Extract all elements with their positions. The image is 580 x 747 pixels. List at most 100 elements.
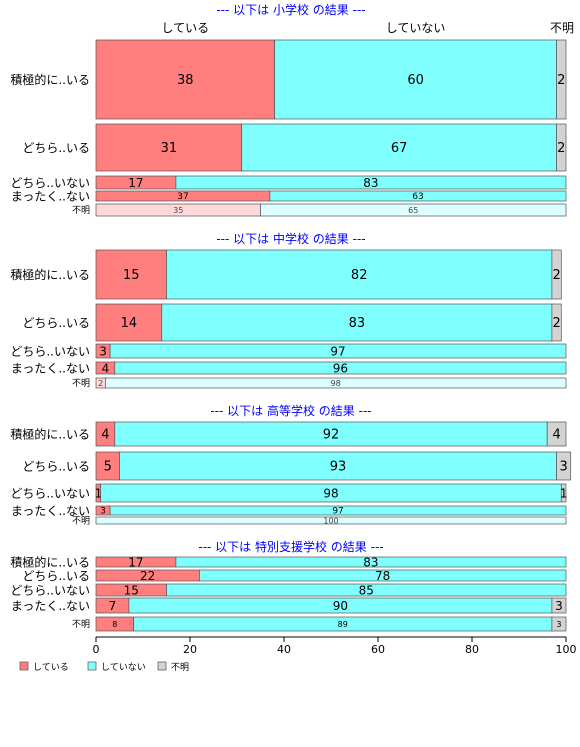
data-label: 90 xyxy=(333,599,348,613)
legend-swatch xyxy=(157,661,167,671)
panel-title: --- 以下は 小学校 の結果 --- xyxy=(216,2,365,17)
column-header: している xyxy=(161,21,209,35)
data-label: 83 xyxy=(363,555,378,569)
row-label: どちら..いる xyxy=(22,569,90,583)
row-label: まったく..ない xyxy=(11,599,90,613)
data-label: 35 xyxy=(173,206,183,215)
data-label: 4 xyxy=(102,361,110,375)
bar-segment xyxy=(556,451,572,481)
data-label: 2 xyxy=(557,141,565,156)
row-label: 不明 xyxy=(72,205,90,216)
data-label: 85 xyxy=(359,583,374,597)
row-label: どちら..いる xyxy=(22,141,90,155)
data-label: 65 xyxy=(408,206,418,215)
data-label: 37 xyxy=(177,192,188,202)
data-label: 22 xyxy=(140,569,155,583)
data-label: 93 xyxy=(330,460,347,475)
data-label: 83 xyxy=(349,316,366,331)
row-label: 不明 xyxy=(72,378,90,389)
data-label: 89 xyxy=(338,620,348,629)
bar-segment xyxy=(109,343,567,359)
data-label: 78 xyxy=(375,569,390,583)
row-label: まったく..ない xyxy=(11,189,90,203)
data-label: 92 xyxy=(323,428,340,443)
data-label: 5 xyxy=(104,460,112,475)
x-tick-label: 80 xyxy=(465,643,479,656)
column-header: していない xyxy=(386,21,446,35)
row-label: 積極的に..いる xyxy=(10,72,90,87)
row-label: 積極的に..いる xyxy=(10,267,90,282)
bar-segment xyxy=(269,190,567,202)
bar-segment xyxy=(546,421,567,447)
data-label: 2 xyxy=(98,379,103,388)
bar-segment xyxy=(551,616,567,632)
data-label: 1 xyxy=(95,486,103,500)
data-label: 1 xyxy=(560,486,568,500)
row-label: 不明 xyxy=(72,516,90,527)
bar-segment xyxy=(95,303,163,342)
bar-segment xyxy=(114,361,567,375)
row-label: どちら..いない xyxy=(10,344,90,358)
bar-segment xyxy=(161,303,553,342)
row-label: 積極的に..いる xyxy=(10,554,90,569)
data-label: 97 xyxy=(332,507,343,517)
bar-segment xyxy=(166,583,567,597)
bar-segment xyxy=(556,39,567,120)
x-tick-label: 100 xyxy=(556,643,577,656)
data-label: 67 xyxy=(391,141,408,156)
data-label: 97 xyxy=(330,344,345,358)
row-label: どちら..いる xyxy=(22,316,90,330)
bar-segment xyxy=(95,516,567,525)
row-label: まったく..ない xyxy=(11,504,90,518)
row-label: 不明 xyxy=(72,619,90,630)
bar-segment xyxy=(274,39,557,120)
data-label: 3 xyxy=(560,460,568,475)
bar-segment xyxy=(166,249,553,300)
bar-segment xyxy=(551,249,562,300)
row-label: まったく..ない xyxy=(11,361,90,375)
bar-segment xyxy=(119,451,557,481)
row-label: どちら..いない xyxy=(10,583,90,597)
legend-label: していない xyxy=(101,662,146,673)
bar-segment xyxy=(551,597,567,614)
bar-segment xyxy=(560,483,567,503)
data-label: 17 xyxy=(128,555,143,569)
data-label: 60 xyxy=(407,73,424,88)
panel-title: --- 以下は 高等学校 の結果 --- xyxy=(210,403,371,418)
data-label: 100 xyxy=(323,516,338,525)
data-label: 8 xyxy=(112,620,117,629)
data-label: 2 xyxy=(557,73,565,88)
legend-swatch xyxy=(87,661,97,671)
data-label: 83 xyxy=(363,176,378,190)
bar-segment xyxy=(114,421,548,447)
data-label: 2 xyxy=(552,268,560,283)
row-label: どちら..いない xyxy=(10,486,90,500)
row-label: どちら..いない xyxy=(10,176,90,190)
data-label: 2 xyxy=(552,316,560,331)
data-label: 14 xyxy=(121,316,138,331)
data-label: 31 xyxy=(161,141,178,156)
bar-segment xyxy=(95,249,167,300)
data-label: 82 xyxy=(351,268,368,283)
data-label: 17 xyxy=(128,176,143,190)
data-label: 4 xyxy=(101,428,109,443)
data-label: 63 xyxy=(412,192,423,202)
row-label: どちら..いる xyxy=(22,459,90,473)
data-label: 4 xyxy=(552,428,560,443)
bar-segment xyxy=(175,556,567,568)
legend-label: している xyxy=(33,662,69,673)
x-tick-label: 40 xyxy=(277,643,291,656)
data-label: 38 xyxy=(177,73,194,88)
x-tick-label: 0 xyxy=(93,643,100,656)
bar-segment xyxy=(260,203,567,217)
data-label: 3 xyxy=(556,620,561,629)
bar-segment xyxy=(175,175,567,190)
bar-segment xyxy=(551,303,562,342)
data-label: 7 xyxy=(109,599,117,613)
row-label: 積極的に..いる xyxy=(10,426,90,441)
panel-title: --- 以下は 中学校 の結果 --- xyxy=(216,231,365,246)
bar-segment xyxy=(109,505,567,516)
panel-title: --- 以下は 特別支援学校 の結果 --- xyxy=(198,539,383,554)
x-tick-label: 20 xyxy=(183,643,197,656)
